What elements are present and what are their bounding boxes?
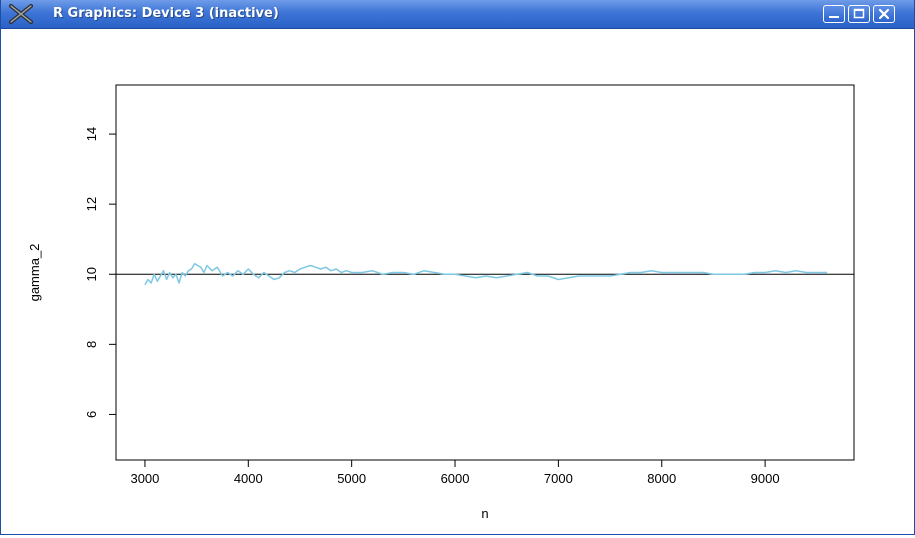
x-tick-label: 9000 — [751, 471, 780, 486]
y-tick-label: 6 — [84, 411, 99, 418]
y-tick-label: 14 — [84, 127, 99, 141]
x-axis-label: n — [481, 506, 488, 521]
minimize-button[interactable] — [823, 5, 845, 23]
x-tick-label: 8000 — [647, 471, 676, 486]
y-tick-label: 10 — [84, 267, 99, 281]
y-tick-label: 12 — [84, 197, 99, 211]
x-tick-label: 5000 — [337, 471, 366, 486]
x-axis: 3000 4000 5000 6000 7000 8000 9000 — [130, 459, 780, 486]
x-tick-label: 7000 — [544, 471, 573, 486]
window-title: R Graphics: Device 3 (inactive) — [53, 6, 279, 21]
y-tick-label: 8 — [84, 341, 99, 348]
close-icon — [878, 8, 890, 20]
x-logo-icon — [9, 4, 33, 24]
x-tick-label: 6000 — [441, 471, 470, 486]
maximize-button[interactable] — [848, 5, 870, 23]
plot-area: 6 8 10 12 14 3000 4000 5000 6000 7000 8000 9000 n … — [1, 29, 914, 534]
y-axis-label: gamma_2 — [27, 244, 42, 302]
close-button[interactable] — [873, 5, 895, 23]
title-bar[interactable]: R Graphics: Device 3 (inactive) — [1, 0, 914, 29]
maximize-icon — [853, 8, 865, 19]
minimize-icon — [829, 16, 839, 18]
x-tick-label: 4000 — [234, 471, 263, 486]
y-axis: 6 8 10 12 14 — [84, 127, 117, 418]
x-tick-label: 3000 — [130, 471, 159, 486]
series-line — [144, 262, 828, 286]
